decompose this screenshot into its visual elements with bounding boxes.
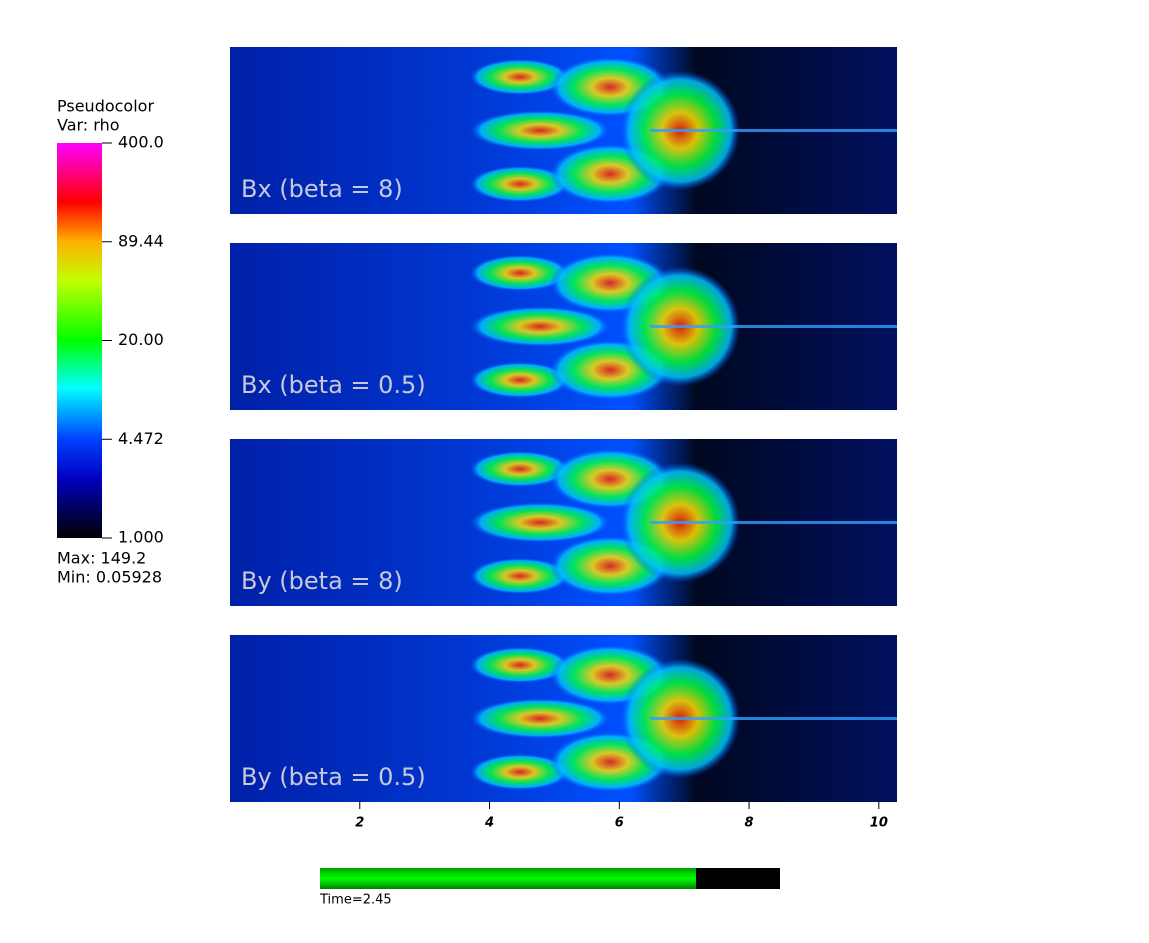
density-feature bbox=[470, 558, 570, 594]
colorbar bbox=[57, 143, 102, 538]
density-feature bbox=[470, 306, 610, 347]
x-tick-label: 4 bbox=[484, 816, 494, 831]
legend-variable: Var: rho bbox=[57, 116, 120, 135]
x-tick-label: 2 bbox=[355, 816, 364, 831]
density-feature bbox=[470, 502, 610, 543]
x-tick-label: 6 bbox=[615, 816, 624, 831]
time-progress bbox=[320, 868, 696, 889]
density-feature bbox=[470, 647, 570, 683]
panel: Bx (beta = 8) bbox=[230, 47, 897, 214]
panel: By (beta = 0.5) bbox=[230, 635, 897, 802]
density-feature bbox=[470, 754, 570, 790]
panel: By (beta = 8) bbox=[230, 439, 897, 606]
legend-title: Pseudocolor bbox=[57, 97, 154, 116]
legend-max: Max: 149.2 bbox=[57, 549, 146, 568]
colorbar-label: 400.0 bbox=[118, 133, 164, 152]
colorbar-label: 1.000 bbox=[118, 528, 164, 547]
panel-label: By (beta = 8) bbox=[241, 567, 403, 595]
colorbar-label: 4.472 bbox=[118, 429, 164, 448]
colorbar-label: 89.44 bbox=[118, 231, 164, 250]
x-tick-label: 10 bbox=[870, 816, 888, 831]
density-feature bbox=[470, 698, 610, 739]
panel-label: Bx (beta = 0.5) bbox=[241, 371, 426, 399]
legend-min: Min: 0.05928 bbox=[57, 568, 162, 587]
x-tick-label: 8 bbox=[745, 816, 754, 831]
panel-label: By (beta = 0.5) bbox=[241, 763, 426, 791]
panel-label: Bx (beta = 8) bbox=[241, 175, 403, 203]
density-feature bbox=[470, 255, 570, 291]
density-feature bbox=[470, 166, 570, 202]
density-feature bbox=[470, 451, 570, 487]
density-feature bbox=[470, 362, 570, 398]
colorbar-label: 20.00 bbox=[118, 330, 164, 349]
density-feature bbox=[470, 59, 570, 95]
time-label: Time=2.45 bbox=[319, 893, 392, 908]
density-feature bbox=[470, 110, 610, 151]
panel: Bx (beta = 0.5) bbox=[230, 243, 897, 410]
